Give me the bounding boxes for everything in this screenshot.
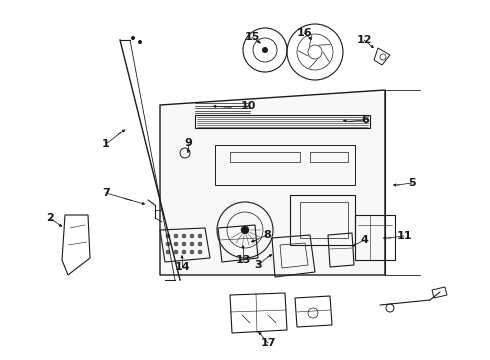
Circle shape <box>174 234 178 238</box>
Circle shape <box>198 234 202 238</box>
Text: 15: 15 <box>245 32 260 42</box>
Text: 12: 12 <box>356 35 372 45</box>
Circle shape <box>241 226 249 234</box>
Text: 13: 13 <box>235 255 251 265</box>
Circle shape <box>262 47 268 53</box>
Circle shape <box>198 250 202 254</box>
Text: 7: 7 <box>102 188 110 198</box>
Text: 2: 2 <box>46 213 54 223</box>
Circle shape <box>174 242 178 246</box>
Text: 8: 8 <box>263 230 271 240</box>
Circle shape <box>174 250 178 254</box>
Text: 10: 10 <box>240 101 256 111</box>
Circle shape <box>182 234 186 238</box>
Text: 11: 11 <box>396 231 412 241</box>
Circle shape <box>198 242 202 246</box>
Polygon shape <box>160 90 385 275</box>
Text: 6: 6 <box>361 115 369 125</box>
Circle shape <box>131 36 135 40</box>
Circle shape <box>166 250 170 254</box>
Circle shape <box>166 242 170 246</box>
Circle shape <box>166 234 170 238</box>
Circle shape <box>190 234 194 238</box>
Circle shape <box>182 242 186 246</box>
Text: 1: 1 <box>102 139 110 149</box>
Text: 4: 4 <box>360 235 368 245</box>
Circle shape <box>190 250 194 254</box>
Text: 14: 14 <box>174 262 190 272</box>
Circle shape <box>138 40 142 44</box>
Circle shape <box>190 242 194 246</box>
Text: 16: 16 <box>296 28 312 38</box>
Circle shape <box>182 250 186 254</box>
Text: 17: 17 <box>260 338 276 348</box>
Text: 5: 5 <box>408 178 416 188</box>
Text: 9: 9 <box>184 138 192 148</box>
Text: 3: 3 <box>254 260 262 270</box>
